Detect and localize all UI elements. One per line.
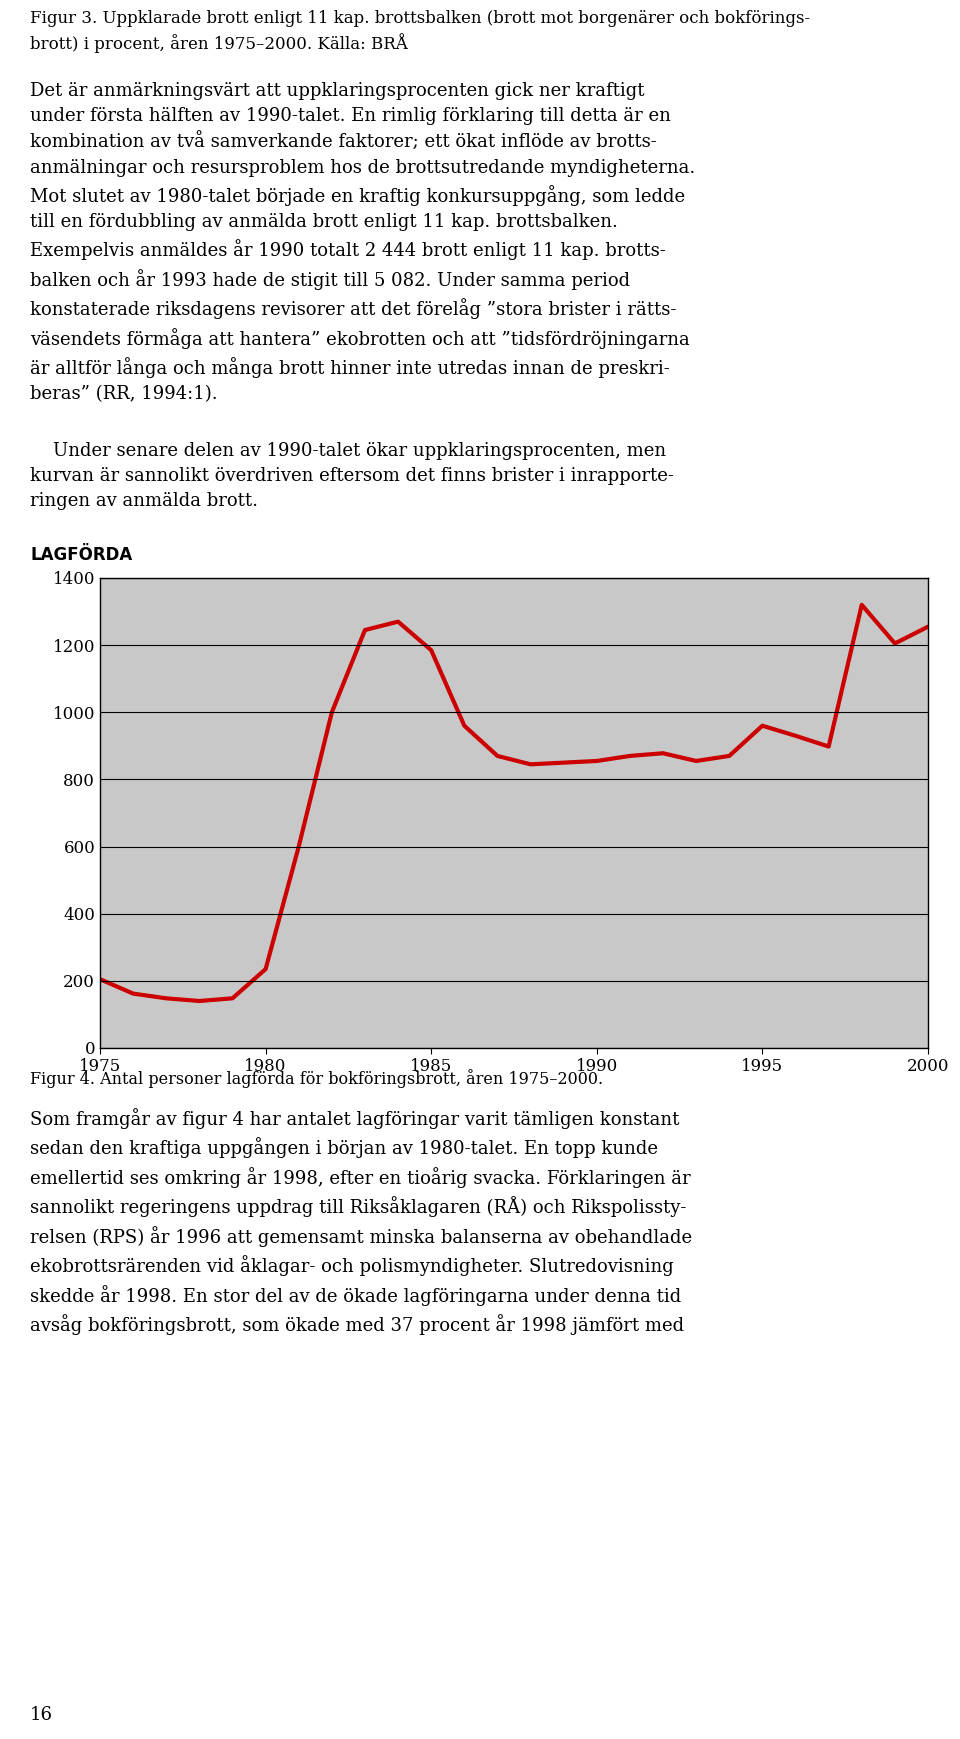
Text: LAGFÖRDA: LAGFÖRDA	[30, 546, 132, 565]
Text: Figur 3. Uppklarade brott enligt 11 kap. brottsbalken (brott mot borgenärer och : Figur 3. Uppklarade brott enligt 11 kap.…	[30, 10, 810, 54]
Text: Det är anmärkningsvärt att uppklaringsprocenten gick ner kraftigt
under första h: Det är anmärkningsvärt att uppklaringspr…	[30, 82, 695, 403]
Text: Under senare delen av 1990-talet ökar uppklaringsprocenten, men
kurvan är sannol: Under senare delen av 1990-talet ökar up…	[30, 442, 674, 510]
Text: Som framgår av figur 4 har antalet lagföringar varit tämligen konstant
sedan den: Som framgår av figur 4 har antalet lagfö…	[30, 1108, 692, 1336]
Text: 16: 16	[30, 1706, 53, 1723]
Text: Figur 4. Antal personer lagförda för bokföringsbrott, åren 1975–2000.: Figur 4. Antal personer lagförda för bok…	[30, 1069, 603, 1089]
